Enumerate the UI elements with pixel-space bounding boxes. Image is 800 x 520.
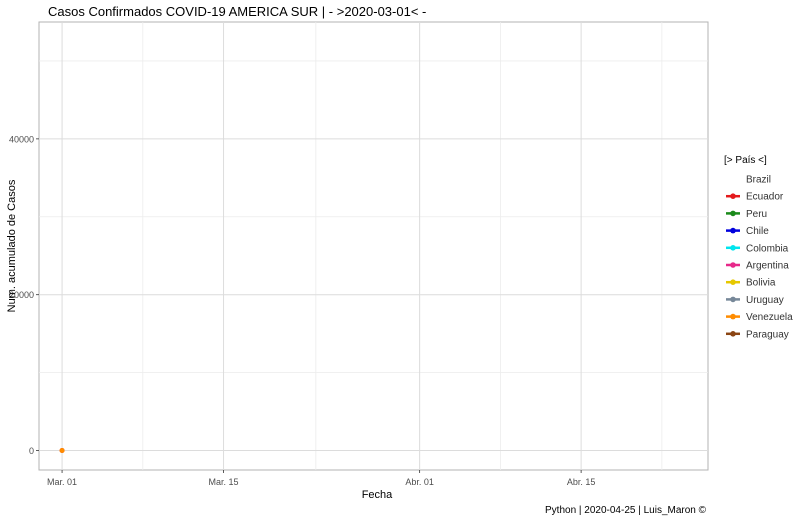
legend-label: Venezuela: [746, 312, 793, 323]
plot-panel: [38, 21, 709, 471]
legend-key-point: [730, 279, 736, 286]
legend-label: Bolivia: [746, 278, 776, 289]
x-tick-label: Mar. 01: [47, 477, 77, 487]
y-tick-label: 0: [29, 446, 34, 456]
legend-key-point: [730, 193, 736, 199]
x-axis-ticks: Mar. 01 Mar. 15 Abr. 01 Abr. 15: [47, 470, 595, 487]
legend-key-point: [730, 245, 736, 251]
major-gridlines: [39, 22, 708, 470]
legend-key-point: [730, 262, 736, 268]
legend-key-point: [730, 227, 736, 234]
legend-label: Uruguay: [746, 295, 784, 306]
chart-title: Casos Confirmados COVID-19 AMERICA SUR |…: [48, 4, 426, 19]
legend-key-point: [730, 313, 736, 320]
x-tick-label: Abr. 01: [405, 477, 434, 487]
legend-title: [> País <]: [724, 155, 767, 166]
minor-gridlines: [39, 22, 708, 470]
legend-label: Peru: [746, 209, 767, 220]
legend-key-point: [730, 176, 736, 182]
y-tick-label: 20000: [9, 290, 34, 300]
legend-items: Brazil Ecuador Peru Chile Colombia Argentina B…: [726, 175, 793, 340]
caption: Python | 2020-04-25 | Luis_Maron ©: [545, 505, 707, 516]
y-axis-label: Num. acumulado de Casos: [6, 179, 18, 312]
legend-label: Colombia: [746, 243, 789, 254]
legend-label: Ecuador: [746, 192, 784, 203]
x-tick-label: Mar. 15: [209, 477, 239, 487]
legend-label: Chile: [746, 226, 769, 237]
legend-key-point: [730, 210, 736, 217]
y-axis-ticks: 0 20000 40000: [9, 134, 39, 456]
legend-label: Paraguay: [746, 329, 789, 340]
legend-label: Argentina: [746, 261, 789, 272]
legend: [> País <] Brazil Ecuador Peru Chile Colombi…: [724, 155, 793, 340]
data-marks: [59, 447, 65, 454]
legend-label: Brazil: [746, 175, 771, 186]
y-tick-label: 40000: [9, 134, 34, 144]
legend-key-point: [730, 296, 736, 303]
data-point: [59, 448, 65, 454]
x-axis-label: Fecha: [362, 489, 393, 501]
legend-key-point: [730, 331, 736, 337]
x-tick-label: Abr. 15: [567, 477, 596, 487]
